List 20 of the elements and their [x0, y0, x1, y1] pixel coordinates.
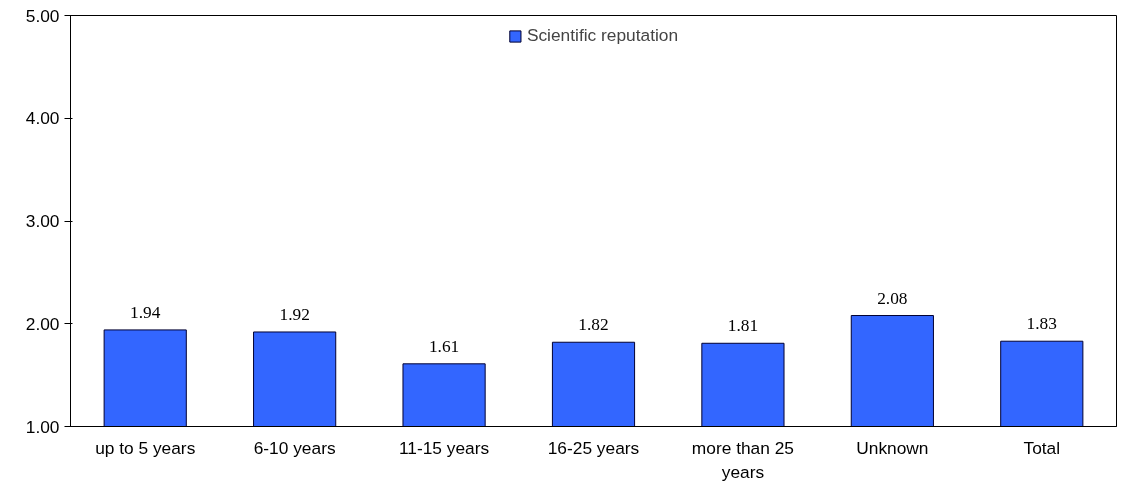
y-tick-label: 1.00	[25, 416, 60, 437]
data-label: 1.61	[428, 336, 460, 356]
legend-label: Scientific reputation	[526, 25, 679, 46]
data-label: 1.94	[130, 302, 161, 322]
data-label: 2.08	[877, 288, 908, 308]
data-label: 1.81	[727, 316, 759, 336]
x-tick-label: up to 5 years	[95, 437, 196, 458]
x-tick-label: more than 25 years	[691, 437, 794, 482]
data-label: 1.83	[1026, 314, 1057, 334]
y-tick-label: 2.00	[25, 313, 60, 334]
x-tick-label: Total	[1023, 437, 1061, 458]
data-label: 1.82	[578, 315, 609, 335]
y-tick-label: 3.00	[25, 211, 60, 231]
y-tick-label: 5.00	[25, 5, 60, 26]
data-label: 1.92	[279, 304, 310, 324]
x-tick-label: 6-10 years	[253, 437, 336, 458]
y-tick-label: 4.00	[25, 108, 60, 129]
x-tick-label: Unknown	[856, 437, 929, 458]
x-tick-label: 11-15 years	[398, 437, 490, 458]
x-tick-label: 16-25 years	[547, 437, 640, 458]
